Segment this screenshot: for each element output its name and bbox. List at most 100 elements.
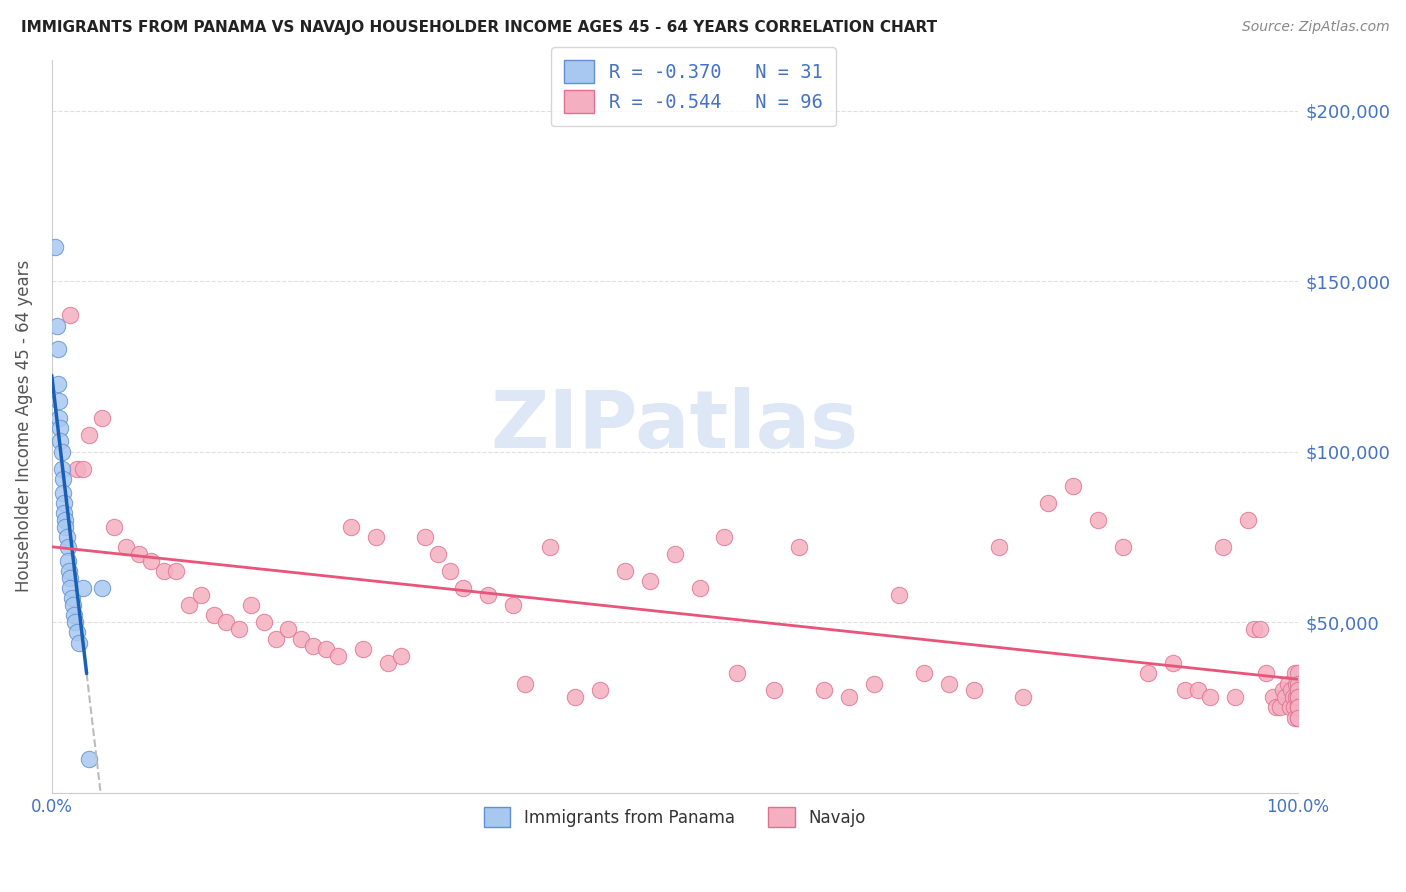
Point	[53, 506, 76, 520]
Point	[1187, 683, 1209, 698]
Point	[228, 622, 250, 636]
Point	[1286, 700, 1309, 714]
Point	[62, 598, 84, 612]
Point	[72, 462, 94, 476]
Point	[128, 547, 150, 561]
Point	[689, 581, 711, 595]
Point	[564, 690, 586, 705]
Point	[1243, 622, 1265, 636]
Point	[58, 564, 80, 578]
Point	[165, 564, 187, 578]
Point	[1284, 666, 1306, 681]
Point	[49, 421, 72, 435]
Point	[77, 427, 100, 442]
Point	[63, 608, 86, 623]
Point	[938, 676, 960, 690]
Point	[339, 519, 361, 533]
Point	[887, 588, 910, 602]
Point	[538, 540, 561, 554]
Point	[44, 240, 66, 254]
Point	[65, 615, 87, 630]
Point	[77, 751, 100, 765]
Point	[1062, 479, 1084, 493]
Point	[1277, 676, 1299, 690]
Point	[838, 690, 860, 705]
Point	[912, 666, 935, 681]
Point	[1261, 690, 1284, 705]
Point	[59, 571, 82, 585]
Point	[56, 540, 79, 554]
Point	[415, 530, 437, 544]
Point	[1174, 683, 1197, 698]
Point	[264, 632, 287, 647]
Point	[277, 622, 299, 636]
Point	[1286, 711, 1309, 725]
Point	[52, 485, 75, 500]
Point	[1285, 676, 1308, 690]
Legend: Immigrants from Panama, Navajo: Immigrants from Panama, Navajo	[475, 798, 875, 836]
Point	[1286, 676, 1309, 690]
Point	[59, 308, 82, 322]
Point	[315, 642, 337, 657]
Point	[451, 581, 474, 595]
Point	[1286, 666, 1309, 681]
Point	[45, 318, 67, 333]
Point	[962, 683, 984, 698]
Point	[1286, 700, 1309, 714]
Point	[59, 581, 82, 595]
Text: Source: ZipAtlas.com: Source: ZipAtlas.com	[1241, 20, 1389, 34]
Point	[1274, 690, 1296, 705]
Point	[664, 547, 686, 561]
Point	[177, 598, 200, 612]
Point	[1087, 513, 1109, 527]
Point	[1212, 540, 1234, 554]
Point	[1286, 711, 1309, 725]
Point	[763, 683, 786, 698]
Point	[66, 625, 89, 640]
Point	[328, 649, 350, 664]
Point	[1286, 683, 1309, 698]
Point	[713, 530, 735, 544]
Point	[1279, 700, 1302, 714]
Point	[1286, 690, 1309, 705]
Point	[49, 434, 72, 449]
Point	[1199, 690, 1222, 705]
Point	[302, 639, 325, 653]
Point	[190, 588, 212, 602]
Point	[115, 540, 138, 554]
Point	[51, 444, 73, 458]
Point	[48, 410, 70, 425]
Point	[502, 598, 524, 612]
Point	[55, 530, 77, 544]
Point	[1271, 683, 1294, 698]
Point	[515, 676, 537, 690]
Point	[202, 608, 225, 623]
Point	[48, 393, 70, 408]
Point	[1256, 666, 1278, 681]
Point	[215, 615, 238, 630]
Point	[1286, 700, 1309, 714]
Point	[240, 598, 263, 612]
Point	[1249, 622, 1271, 636]
Point	[1112, 540, 1135, 554]
Point	[1236, 513, 1258, 527]
Point	[1286, 690, 1309, 705]
Point	[377, 656, 399, 670]
Point	[46, 376, 69, 391]
Point	[67, 635, 90, 649]
Point	[103, 519, 125, 533]
Text: IMMIGRANTS FROM PANAMA VS NAVAJO HOUSEHOLDER INCOME AGES 45 - 64 YEARS CORRELATI: IMMIGRANTS FROM PANAMA VS NAVAJO HOUSEHO…	[21, 20, 938, 35]
Point	[153, 564, 176, 578]
Point	[51, 462, 73, 476]
Point	[364, 530, 387, 544]
Point	[1284, 711, 1306, 725]
Point	[589, 683, 612, 698]
Point	[90, 410, 112, 425]
Point	[1137, 666, 1160, 681]
Point	[638, 574, 661, 589]
Point	[1161, 656, 1184, 670]
Point	[1225, 690, 1247, 705]
Point	[72, 581, 94, 595]
Point	[1282, 700, 1305, 714]
Point	[439, 564, 461, 578]
